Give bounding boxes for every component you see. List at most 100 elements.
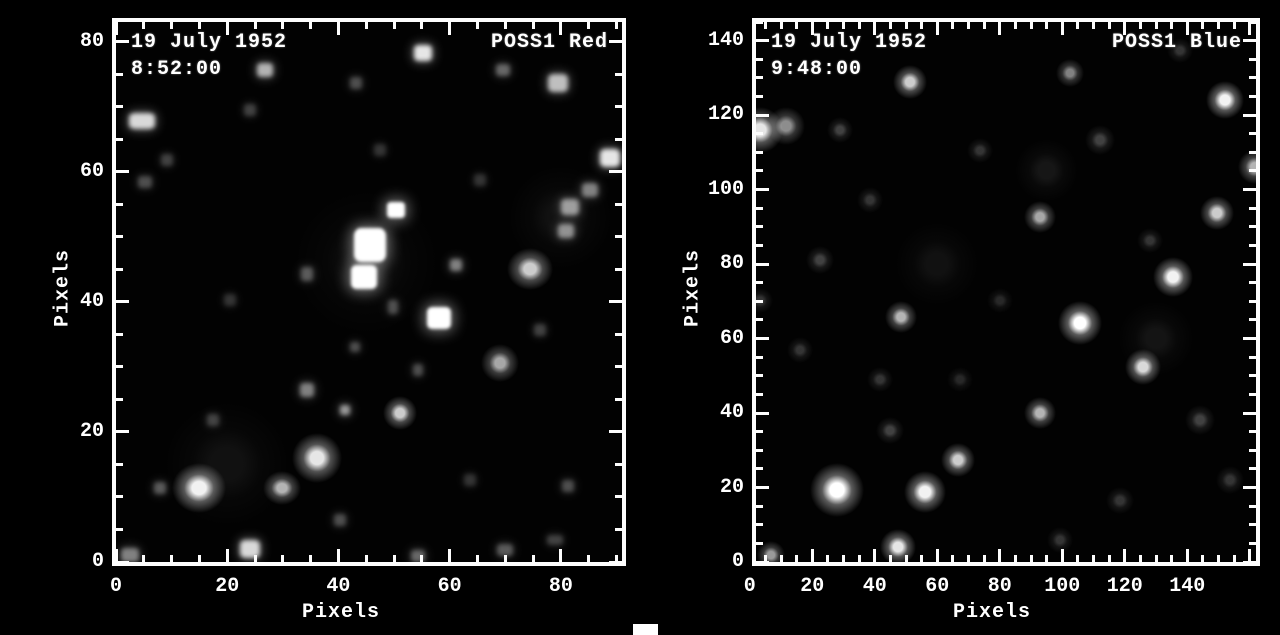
tick-mark bbox=[503, 22, 507, 29]
y-axis-title: Pixels bbox=[51, 248, 75, 328]
tick-mark bbox=[615, 235, 622, 239]
tick-mark bbox=[615, 202, 622, 206]
star bbox=[1167, 37, 1193, 63]
tick-mark bbox=[336, 549, 340, 562]
tick-mark bbox=[1249, 94, 1256, 98]
y-tick-label: 120 bbox=[707, 103, 744, 127]
tick-mark bbox=[615, 495, 622, 499]
star bbox=[161, 153, 174, 166]
y-tick-label: 80 bbox=[719, 252, 744, 276]
tick-mark bbox=[531, 22, 535, 29]
tick-mark bbox=[1243, 113, 1256, 117]
tick-mark bbox=[756, 467, 763, 471]
tick-mark bbox=[779, 555, 783, 562]
star bbox=[1015, 139, 1079, 203]
tick-mark bbox=[281, 22, 285, 29]
tick-mark bbox=[1138, 22, 1142, 29]
star bbox=[340, 404, 351, 415]
y-tick-label: 60 bbox=[79, 159, 104, 183]
tick-mark bbox=[615, 462, 622, 466]
star bbox=[857, 187, 883, 213]
star bbox=[412, 364, 423, 377]
stray-white-fragment bbox=[633, 624, 658, 635]
plate-label: POSS1 Blue bbox=[1111, 31, 1242, 54]
tick-mark bbox=[336, 22, 340, 35]
tick-mark bbox=[142, 555, 146, 562]
star bbox=[1047, 527, 1073, 553]
tick-mark bbox=[116, 137, 123, 141]
tick-mark bbox=[1201, 22, 1205, 29]
star bbox=[350, 265, 377, 290]
tick-mark bbox=[1107, 555, 1111, 562]
star bbox=[809, 462, 865, 518]
tick-mark bbox=[116, 365, 123, 369]
tick-mark bbox=[756, 132, 763, 136]
tick-mark bbox=[1249, 523, 1256, 527]
star bbox=[292, 189, 440, 337]
plot-area-blue: 19 July 1952 9:48:00 POSS1 Blue bbox=[752, 18, 1260, 566]
star bbox=[354, 228, 387, 263]
tick-mark bbox=[1249, 225, 1256, 229]
tick-mark bbox=[756, 150, 763, 154]
x-tick-label: 0 bbox=[109, 575, 122, 598]
tick-mark bbox=[756, 262, 769, 266]
tick-mark bbox=[998, 22, 1002, 35]
tick-mark bbox=[1249, 430, 1256, 434]
x-tick-label: 140 bbox=[1169, 575, 1206, 598]
x-tick-label: 120 bbox=[1106, 575, 1143, 598]
tick-mark bbox=[116, 549, 118, 562]
tick-mark bbox=[225, 549, 229, 562]
tick-mark bbox=[1045, 22, 1049, 29]
star bbox=[876, 416, 904, 444]
tick-mark bbox=[609, 40, 622, 44]
star bbox=[561, 198, 580, 215]
time-annotation: 8:52:00 bbox=[131, 58, 223, 81]
tick-mark bbox=[1232, 555, 1236, 562]
tick-mark bbox=[587, 22, 591, 29]
star bbox=[880, 529, 916, 562]
tick-mark bbox=[448, 549, 452, 562]
tick-mark bbox=[559, 549, 563, 562]
tick-mark bbox=[920, 555, 924, 562]
y-tick-label: 0 bbox=[91, 550, 104, 573]
tick-mark bbox=[609, 170, 622, 174]
star bbox=[450, 258, 463, 271]
tick-mark bbox=[756, 76, 763, 80]
tick-mark bbox=[756, 355, 763, 359]
tick-mark bbox=[1029, 555, 1033, 562]
x-tick-label: 100 bbox=[1044, 575, 1081, 598]
tick-mark bbox=[1107, 22, 1111, 29]
star bbox=[1238, 150, 1256, 185]
tick-mark bbox=[559, 22, 563, 35]
tick-mark bbox=[364, 555, 368, 562]
tick-mark bbox=[253, 555, 257, 562]
tick-mark bbox=[756, 113, 769, 117]
tick-mark bbox=[420, 22, 424, 29]
star bbox=[257, 63, 274, 78]
x-tick-label: 60 bbox=[925, 575, 950, 598]
tick-mark bbox=[116, 22, 118, 35]
tick-mark bbox=[615, 332, 622, 336]
star bbox=[562, 479, 575, 492]
tick-mark bbox=[1243, 39, 1256, 43]
tick-mark bbox=[888, 22, 892, 29]
panel-poss1-blue: Pixels 19 July 1952 9:48:00 POSS1 Blue P… bbox=[676, 0, 1280, 635]
tick-mark bbox=[116, 235, 123, 239]
star bbox=[507, 248, 554, 291]
tick-mark bbox=[420, 555, 424, 562]
tick-mark bbox=[904, 22, 908, 29]
tick-mark bbox=[756, 448, 763, 452]
star bbox=[546, 534, 563, 545]
star bbox=[334, 513, 347, 526]
y-tick-label: 20 bbox=[79, 419, 104, 443]
tick-mark bbox=[1249, 541, 1256, 545]
tick-mark bbox=[1154, 555, 1158, 562]
tick-mark bbox=[826, 555, 830, 562]
tick-mark bbox=[998, 549, 1002, 562]
tick-mark bbox=[756, 281, 763, 285]
tick-mark bbox=[810, 22, 814, 35]
star bbox=[757, 541, 785, 562]
x-tick-label: 0 bbox=[743, 575, 756, 598]
tick-mark bbox=[1249, 392, 1256, 396]
